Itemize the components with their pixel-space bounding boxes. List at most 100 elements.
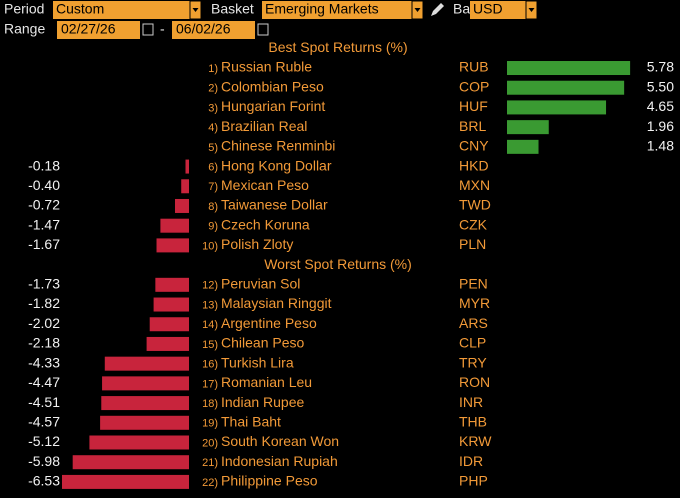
currency-name: South Korean Won [221,433,339,449]
currency-name: Chilean Peso [221,335,304,351]
rank: 8) [208,201,218,213]
bar [155,277,189,292]
currency-code: MXN [459,177,490,193]
bar [185,159,189,174]
bar [507,80,625,95]
end-date-field[interactable] [172,21,255,39]
dropdown-arrow [414,8,421,12]
bar [104,356,189,371]
bar [181,179,189,194]
bar [507,120,549,135]
currency-code: PLN [459,236,486,252]
rank: 17) [202,378,218,390]
currency-name: Indonesian Rupiah [221,453,338,469]
bar [160,218,189,233]
range-label: Range [4,21,45,37]
currency-name: Romanian Leu [221,374,312,390]
bar [146,336,189,351]
currency-name: Colombian Peso [221,78,324,94]
rank: 9) [208,221,218,233]
edit-icon[interactable] [431,3,444,16]
start-date[interactable]: 02/27/26 [61,21,116,37]
currency-code: CNY [459,138,489,154]
currency-code: CZK [459,216,488,232]
currency-name: Czech Koruna [221,216,310,232]
currency-name: Thai Baht [221,413,281,429]
rank: 13) [202,299,218,311]
value-label: -4.51 [28,394,60,410]
value-label: -5.12 [28,433,60,449]
currency-code: ARS [459,315,488,331]
currency-code: IDR [459,453,483,469]
currency-name: Taiwanese Dollar [221,197,328,213]
bar [89,435,189,450]
base-field[interactable] [470,1,526,19]
bar [72,455,189,470]
basket-field[interactable] [262,1,412,19]
currency-code: RUB [459,59,489,75]
value-label: -0.40 [28,177,60,193]
currency-code: TWD [459,197,491,213]
start-date-field[interactable] [57,21,140,39]
currency-name: Argentine Peso [221,315,317,331]
currency-code: BRL [459,118,486,134]
bar [507,100,607,115]
value-label: -4.57 [28,413,60,429]
value-label: -6.53 [28,473,60,489]
value-label: 5.78 [647,59,674,75]
currency-code: CLP [459,335,486,351]
period-field[interactable] [53,1,190,19]
bar [100,415,189,430]
value-label: 5.50 [647,78,674,94]
rank: 19) [202,418,218,430]
bar [156,238,189,253]
bar [153,297,189,312]
rank: 10) [202,240,218,252]
end-date[interactable]: 06/02/26 [176,21,231,37]
basket-label: Basket [211,1,254,17]
value-label: -4.47 [28,374,60,390]
currency-name: Brazilian Real [221,118,307,134]
bar [507,61,631,76]
bar [174,198,189,213]
currency-name: Hungarian Forint [221,98,325,114]
rank: 5) [208,142,218,154]
calendar-icon[interactable] [257,23,269,36]
period-value[interactable]: Custom [56,1,104,17]
value-label: -4.33 [28,354,60,370]
calendar-icon[interactable] [142,23,154,36]
period-label: Period [4,1,44,17]
basket-value[interactable]: Emerging Markets [265,1,379,17]
rank: 16) [202,359,218,371]
value-label: -1.67 [28,236,60,252]
currency-name: Russian Ruble [221,59,312,75]
rank: 14) [202,319,218,331]
value-label: 4.65 [647,98,674,114]
currency-name: Philippine Peso [221,473,318,489]
currency-code: KRW [459,433,492,449]
value-label: 1.96 [647,118,674,134]
base-value[interactable]: USD [473,1,503,17]
bar [507,139,539,154]
section-title: Best Spot Returns (%) [268,39,407,55]
value-label: 1.48 [647,138,674,154]
currency-code: MYR [459,295,490,311]
value-label: -1.82 [28,295,60,311]
currency-code: COP [459,78,489,94]
value-label: -1.73 [28,276,60,292]
rank: 2) [208,83,218,95]
dropdown-arrow [192,8,199,12]
currency-name: Turkish Lira [221,354,294,370]
value-label: -2.18 [28,335,60,351]
bar [102,376,189,391]
currency-name: Mexican Peso [221,177,309,193]
currency-code: PEN [459,276,488,292]
value-label: -2.02 [28,315,60,331]
rank: 1) [208,63,218,75]
rank: 15) [202,339,218,351]
value-label: -5.98 [28,453,60,469]
currency-code: HKD [459,157,489,173]
currency-code: TRY [459,354,487,370]
rank: 20) [202,437,218,449]
